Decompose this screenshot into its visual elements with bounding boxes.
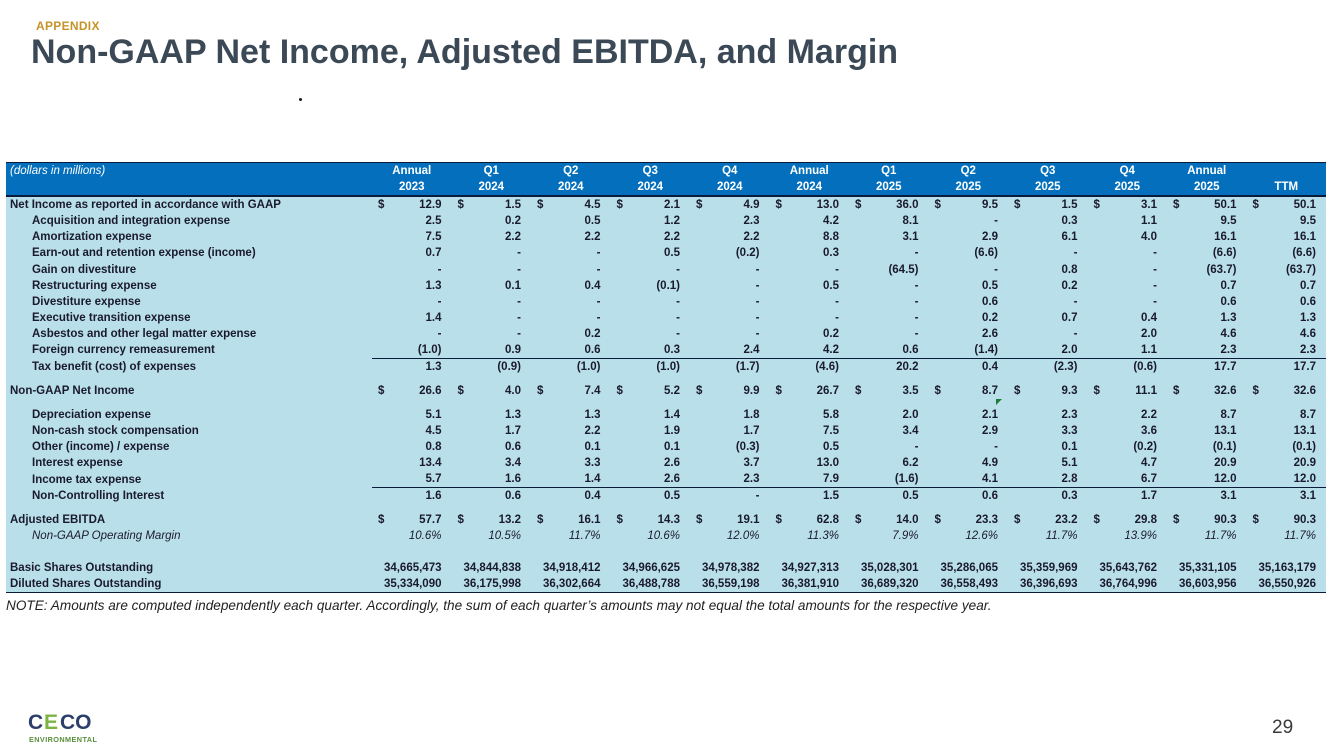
svg-text:ENVIRONMENTAL: ENVIRONMENTAL — [29, 735, 97, 744]
svg-text:E: E — [44, 711, 58, 734]
svg-text:CO: CO — [60, 711, 92, 734]
svg-text:C: C — [28, 711, 43, 734]
